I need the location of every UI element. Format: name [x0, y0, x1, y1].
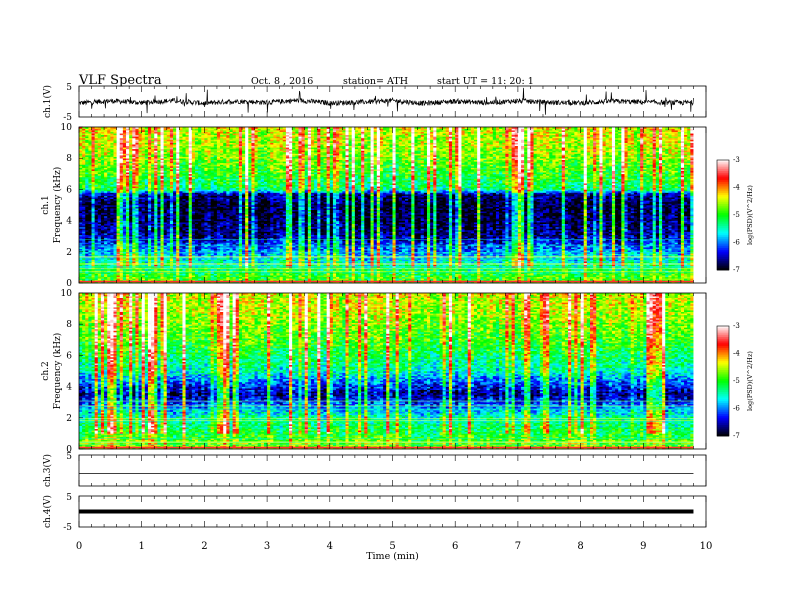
station-label: station= ATH	[343, 76, 408, 87]
x-tick-label: 10	[700, 541, 713, 552]
ch1-ytick-top: 5	[66, 83, 72, 93]
ch2-spectrogram-ylabel2: Frequency (kHz)	[52, 333, 63, 410]
ch1-spectrogram-ytick: 10	[61, 123, 73, 133]
ch1-spectrogram-ytick: 4	[66, 217, 72, 227]
ch1-spectrogram-colorbar	[717, 160, 729, 270]
figure: 5-5ch.1(V)1086420ch.1 Frequency (kHz)-3-4…	[0, 0, 792, 612]
ch1-spectrogram-colorbar-tick: -5	[733, 211, 740, 219]
ch1-spectrogram-heatmap	[79, 127, 694, 283]
ch2-spectrogram-ytick: 10	[61, 289, 73, 299]
ch2-spectrogram-colorbar-tick: -4	[733, 350, 740, 358]
x-tick-label: 0	[76, 541, 82, 552]
ch1-spectrogram-colorbar-tick: -3	[733, 156, 740, 164]
x-tick-label: 9	[640, 541, 646, 552]
ch2-spectrogram-ylabel: ch.2	[41, 361, 51, 380]
ch1-spectrogram-blank-tail	[693, 127, 706, 283]
x-tick-label: 7	[515, 541, 521, 552]
ch1-spectrogram-ytick: 0	[66, 279, 72, 289]
x-axis-label: Time (min)	[366, 551, 419, 562]
ch2-spectrogram-colorbar-tick: -7	[733, 432, 740, 440]
ch1-spectrogram-colorbar-tick: -6	[733, 239, 740, 247]
ch2-spectrogram-colorbar-tick: -3	[733, 322, 740, 330]
figure-title: VLF Spectra	[79, 73, 162, 88]
ch1-spectrogram-colorbar-tick: -7	[733, 266, 740, 274]
ch2-spectrogram-ytick: 4	[66, 383, 72, 393]
ch1-waveform-line	[79, 88, 694, 115]
x-tick-label: 3	[264, 541, 270, 552]
ch3-waveform-ticks	[79, 455, 706, 486]
ch2-spectrogram-heatmap	[79, 293, 694, 449]
ch2-spectrogram-ytick: 8	[66, 320, 72, 330]
ch1-spectrogram-ylabel: ch.1	[41, 195, 51, 214]
x-tick-label: 2	[201, 541, 207, 552]
ch3-ytick-top: 5	[66, 452, 72, 462]
ch1-spectrogram-ylabel2: Frequency (kHz)	[52, 167, 63, 244]
ch1-ytick-bottom: -5	[63, 113, 72, 123]
ch2-spectrogram-colorbar-label: log(PSD)(V^2/Hz)	[746, 351, 754, 411]
ch2-spectrogram-colorbar	[717, 326, 729, 436]
x-tick-label: 8	[577, 541, 583, 552]
ch1-spectrogram-colorbar-tick: -4	[733, 184, 740, 192]
ch4-ytick-top: 5	[66, 493, 72, 503]
ch4-waveform-line	[79, 510, 693, 514]
ch1-spectrogram-colorbar-label: log(PSD)(V^2/Hz)	[746, 185, 754, 245]
ch1-spectrogram-ytick: 8	[66, 154, 72, 164]
ch2-spectrogram-blank-tail	[693, 293, 706, 449]
ch2-spectrogram-ytick: 6	[66, 351, 72, 361]
ch4-waveform-ylabel: ch.4(V)	[42, 495, 53, 528]
x-tick-label: 1	[139, 541, 145, 552]
date-label: Oct. 8 , 2016	[251, 76, 313, 87]
ch1-waveform-ticks	[79, 86, 706, 117]
ch4-ytick-bottom: -5	[63, 523, 72, 533]
ch1-spectrogram-ytick: 6	[66, 185, 72, 195]
x-tick-label: 6	[452, 541, 458, 552]
ch2-spectrogram-ytick: 2	[66, 414, 72, 424]
ch3-waveform-ylabel: ch.3(V)	[42, 454, 53, 487]
x-tick-label: 4	[327, 541, 333, 552]
ch1-waveform-ylabel: ch.1(V)	[42, 85, 53, 118]
ch2-spectrogram-colorbar-tick: -5	[733, 377, 740, 385]
start-ut-label: start UT = 11: 20: 1	[437, 76, 534, 87]
ch2-spectrogram-colorbar-tick: -6	[733, 405, 740, 413]
ch1-spectrogram-ytick: 2	[66, 248, 72, 258]
